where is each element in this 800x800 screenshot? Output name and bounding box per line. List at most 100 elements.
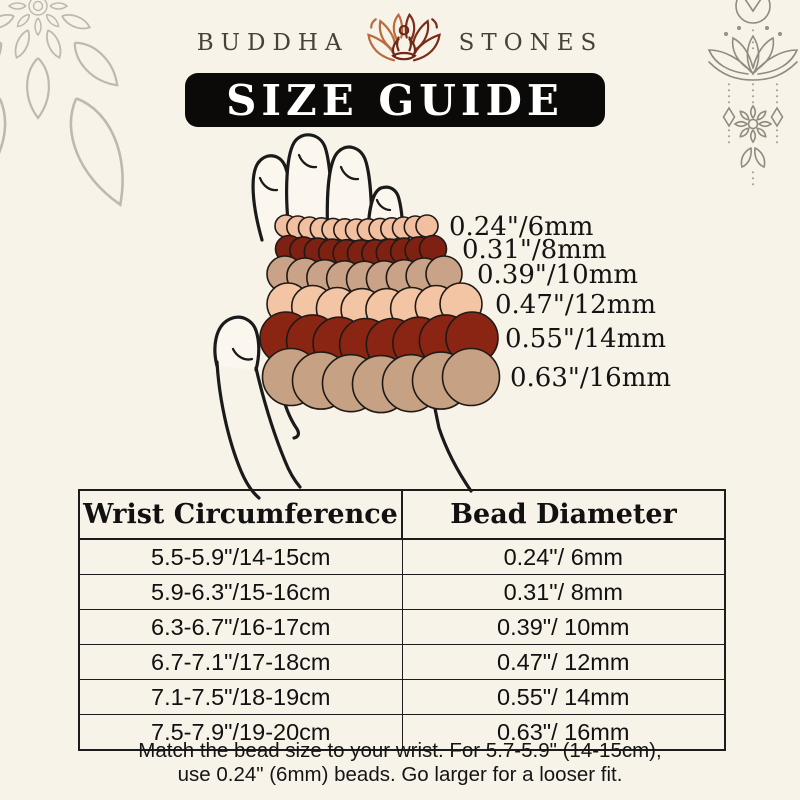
bead <box>403 215 428 239</box>
bead <box>389 286 434 331</box>
bead <box>266 255 304 293</box>
bead-size-label: 0.47"/12mm <box>495 290 656 320</box>
bead <box>303 237 333 266</box>
thumb-inner-edge <box>254 366 302 489</box>
bead <box>414 284 459 329</box>
thumb <box>213 315 261 372</box>
wrist-circumference-cell: 6.3-6.7"/16-17cm <box>78 609 403 645</box>
bead <box>305 258 344 297</box>
bead <box>425 255 463 293</box>
table-row: 6.7-7.1"/17-18cm 0.47"/ 12mm <box>78 644 726 680</box>
bead <box>351 354 411 414</box>
bead <box>340 287 384 332</box>
bead <box>345 260 384 299</box>
bracelet-strand <box>261 347 501 414</box>
bead <box>321 353 381 413</box>
bead <box>381 353 441 413</box>
hand-illustration <box>213 133 473 500</box>
bead <box>415 214 439 238</box>
table-row: 7.1-7.5"/18-19cm 0.55"/ 14mm <box>78 679 726 715</box>
bracelet-strand <box>259 311 499 372</box>
bead <box>325 259 364 298</box>
bead <box>385 258 424 297</box>
bead-diameter-cell: 0.24"/ 6mm <box>401 538 726 575</box>
bead <box>338 317 393 372</box>
thumb-crease <box>231 347 254 361</box>
bead <box>344 218 369 242</box>
bead <box>290 284 335 329</box>
bead-diameter-cell: 0.63"/ 16mm <box>401 714 726 751</box>
bead <box>312 316 366 371</box>
bead <box>315 286 360 331</box>
bead <box>445 311 499 365</box>
fit-note-line2: use 0.24" (6mm) beads. Go larger for a l… <box>177 763 623 786</box>
bead <box>285 314 340 368</box>
bracelet-strand <box>266 282 483 332</box>
bead <box>297 216 322 240</box>
bead <box>379 217 404 241</box>
size-table: Wrist Circumference Bead Diameter 5.5-5.… <box>78 489 726 751</box>
palm-edge-left <box>215 360 261 500</box>
finger <box>251 154 298 242</box>
wrist-circumference-header: Wrist Circumference <box>78 489 403 540</box>
lotus-meditation-icon <box>366 12 441 62</box>
bead <box>365 259 404 298</box>
bead <box>274 214 298 238</box>
bracelet-strand <box>274 234 448 268</box>
bead <box>441 347 501 407</box>
bead <box>274 234 304 264</box>
bead <box>321 217 345 242</box>
wrist-circumference-cell: 7.5-7.9"/19-20cm <box>78 714 403 751</box>
bead <box>361 238 390 268</box>
brand-word-right: STONES <box>458 30 604 56</box>
bead <box>286 257 324 295</box>
bead <box>411 351 471 410</box>
bead <box>365 287 409 332</box>
bead <box>368 217 392 242</box>
bead-diameter-cell: 0.31"/ 8mm <box>401 574 726 610</box>
bead-size-label: 0.24"/6mm <box>449 212 593 242</box>
bracelets-layer <box>259 214 501 414</box>
wrist-circumference-cell: 5.9-6.3"/15-16cm <box>78 574 403 610</box>
bead <box>389 237 419 266</box>
wrist-circumference-cell: 6.7-7.1"/17-18cm <box>78 644 403 680</box>
finger-line <box>290 232 310 402</box>
fit-note: Match the bead size to your wrist. For 5… <box>0 739 800 787</box>
nail-crease <box>339 165 360 181</box>
bead <box>266 282 310 326</box>
finger <box>366 185 405 242</box>
bead <box>418 314 473 368</box>
bead <box>259 311 313 365</box>
bead <box>365 317 420 372</box>
page-title: SIZE GUIDE <box>226 75 564 125</box>
bead <box>332 238 361 268</box>
bead <box>291 351 351 410</box>
wrist-line-right <box>397 232 473 493</box>
bead <box>346 239 376 268</box>
bead <box>309 217 334 241</box>
bead-diameter-header: Bead Diameter <box>401 489 726 540</box>
table-row: 7.5-7.9"/19-20cm 0.63"/ 16mm <box>78 714 726 751</box>
bead <box>356 218 381 242</box>
table-row: 6.3-6.7"/16-17cm 0.39"/ 10mm <box>78 609 726 645</box>
finger-line <box>367 232 401 410</box>
bead <box>375 238 405 267</box>
bead-size-label: 0.31"/8mm <box>462 235 606 265</box>
bead-size-label: 0.55"/14mm <box>505 324 666 354</box>
bead <box>418 234 448 264</box>
table-header-row: Wrist Circumference Bead Diameter <box>78 489 726 540</box>
bead <box>404 236 433 265</box>
finger <box>325 145 374 242</box>
bead-size-label: 0.63"/16mm <box>510 363 671 393</box>
bead-diameter-cell: 0.39"/ 10mm <box>401 609 726 645</box>
wrist-circumference-cell: 5.5-5.9"/14-15cm <box>78 538 403 575</box>
bead <box>439 282 483 326</box>
bracelet-strand <box>274 214 439 242</box>
brand-word-left: BUDDHA <box>196 30 349 56</box>
table-row: 5.5-5.9"/14-15cm 0.24"/ 6mm <box>78 538 726 575</box>
bead <box>289 236 318 265</box>
wrist-circumference-cell: 7.1-7.5"/18-19cm <box>78 679 403 715</box>
bead-size-label: 0.39"/10mm <box>477 260 638 290</box>
bead <box>332 218 357 242</box>
